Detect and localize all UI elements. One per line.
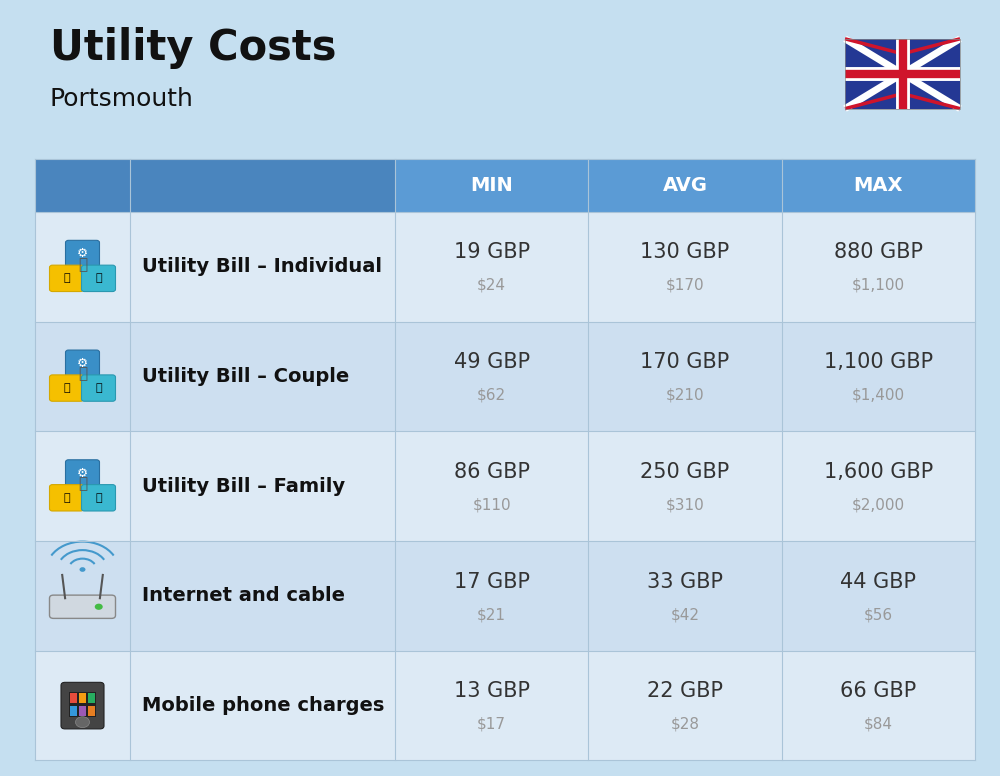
Bar — [35, 651, 130, 760]
Text: Mobile phone charges: Mobile phone charges — [142, 696, 384, 715]
Bar — [35, 541, 975, 651]
Text: 🧍: 🧍 — [78, 366, 87, 382]
FancyBboxPatch shape — [50, 595, 116, 618]
Bar — [35, 159, 975, 212]
Text: $56: $56 — [864, 607, 893, 622]
Text: 🔌: 🔌 — [63, 273, 70, 283]
Bar — [79, 705, 86, 715]
Text: 🔌: 🔌 — [63, 383, 70, 393]
Text: $17: $17 — [477, 717, 506, 732]
Text: 22 GBP: 22 GBP — [647, 681, 723, 702]
Circle shape — [76, 717, 90, 728]
Text: MAX: MAX — [854, 176, 903, 195]
Text: Utility Costs: Utility Costs — [50, 27, 336, 69]
Text: ⚙: ⚙ — [77, 247, 88, 260]
FancyBboxPatch shape — [66, 350, 100, 376]
Text: 1,100 GBP: 1,100 GBP — [824, 352, 933, 372]
Circle shape — [95, 604, 103, 610]
Bar — [35, 431, 130, 541]
Bar — [35, 159, 395, 212]
Bar — [35, 212, 975, 321]
FancyBboxPatch shape — [50, 375, 84, 401]
Text: $310: $310 — [666, 497, 704, 512]
Text: 13 GBP: 13 GBP — [454, 681, 530, 702]
FancyBboxPatch shape — [66, 459, 100, 486]
FancyBboxPatch shape — [50, 484, 84, 511]
FancyBboxPatch shape — [61, 682, 104, 729]
Text: 🚿: 🚿 — [95, 383, 102, 393]
Text: $21: $21 — [477, 607, 506, 622]
Bar — [845, 39, 960, 109]
Text: 33 GBP: 33 GBP — [647, 572, 723, 591]
Bar — [35, 212, 130, 321]
FancyBboxPatch shape — [82, 375, 116, 401]
Text: $28: $28 — [670, 717, 700, 732]
Bar — [35, 321, 975, 431]
Text: Internet and cable: Internet and cable — [142, 587, 345, 605]
Text: ⚙: ⚙ — [77, 357, 88, 369]
Text: $170: $170 — [666, 278, 704, 293]
Text: 17 GBP: 17 GBP — [454, 572, 530, 591]
Text: AVG: AVG — [662, 176, 708, 195]
Text: 130 GBP: 130 GBP — [640, 242, 730, 262]
Text: 170 GBP: 170 GBP — [640, 352, 730, 372]
Bar — [35, 541, 130, 651]
Text: 19 GBP: 19 GBP — [454, 242, 530, 262]
Text: 44 GBP: 44 GBP — [840, 572, 916, 591]
Text: 86 GBP: 86 GBP — [454, 462, 530, 482]
Bar — [69, 691, 96, 716]
FancyBboxPatch shape — [82, 484, 116, 511]
Bar — [79, 693, 86, 703]
Text: $84: $84 — [864, 717, 893, 732]
Text: 49 GBP: 49 GBP — [454, 352, 530, 372]
FancyBboxPatch shape — [66, 241, 100, 267]
Text: $210: $210 — [666, 387, 704, 403]
FancyBboxPatch shape — [82, 265, 116, 292]
Text: $24: $24 — [477, 278, 506, 293]
Bar — [88, 705, 95, 715]
Text: 🚿: 🚿 — [95, 273, 102, 283]
Text: 250 GBP: 250 GBP — [640, 462, 730, 482]
Text: 🧍: 🧍 — [78, 476, 87, 491]
Text: 66 GBP: 66 GBP — [840, 681, 916, 702]
Text: $1,400: $1,400 — [852, 387, 905, 403]
Bar — [35, 651, 975, 760]
Text: 🚿: 🚿 — [95, 493, 102, 503]
Text: $110: $110 — [472, 497, 511, 512]
Bar — [70, 693, 77, 703]
Bar — [845, 39, 960, 109]
Text: Portsmouth: Portsmouth — [50, 87, 194, 111]
FancyBboxPatch shape — [50, 265, 84, 292]
Text: Utility Bill – Couple: Utility Bill – Couple — [142, 367, 349, 386]
Text: 880 GBP: 880 GBP — [834, 242, 923, 262]
Bar — [70, 705, 77, 715]
Text: Utility Bill – Family: Utility Bill – Family — [142, 476, 345, 496]
Text: MIN: MIN — [470, 176, 513, 195]
Circle shape — [80, 567, 86, 572]
Text: Utility Bill – Individual: Utility Bill – Individual — [142, 257, 382, 276]
Text: 1,600 GBP: 1,600 GBP — [824, 462, 933, 482]
Text: $2,000: $2,000 — [852, 497, 905, 512]
Text: $1,100: $1,100 — [852, 278, 905, 293]
Text: 🔌: 🔌 — [63, 493, 70, 503]
Bar — [88, 693, 95, 703]
Bar — [35, 431, 975, 541]
Text: 🧍: 🧍 — [78, 257, 87, 272]
Text: $42: $42 — [670, 607, 700, 622]
Text: $62: $62 — [477, 387, 506, 403]
Text: ⚙: ⚙ — [77, 466, 88, 480]
Bar — [35, 321, 130, 431]
